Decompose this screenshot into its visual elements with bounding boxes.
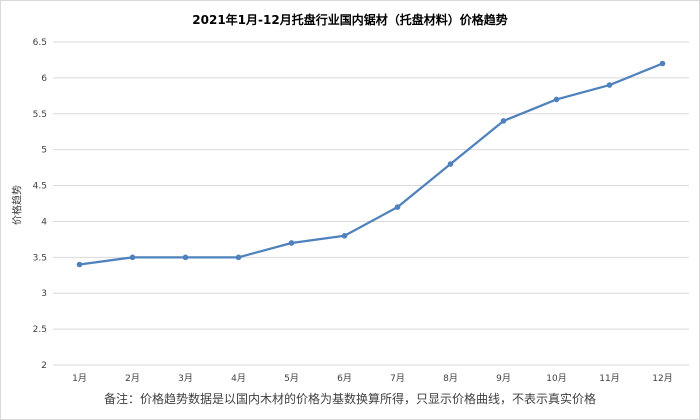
- data-point: [288, 240, 295, 246]
- chart-footnote: 备注：价格趋势数据是以国内木材的价格为基数换算所得，只显示价格曲线，不表示真实价…: [103, 392, 596, 406]
- x-tick-label: 8月: [443, 373, 458, 384]
- data-point: [235, 254, 242, 261]
- data-point: [76, 261, 83, 268]
- chart-title: 2021年1月-12月托盘行业国内锯材（托盘材料）价格趋势: [192, 13, 508, 27]
- x-tick-label: 4月: [231, 373, 246, 384]
- x-tick-label: 7月: [390, 373, 405, 384]
- data-point: [659, 60, 666, 67]
- y-tick-label: 3: [41, 289, 47, 299]
- y-tick-label: 6: [41, 74, 47, 84]
- series-line: [79, 62, 663, 266]
- x-tick-label: 10月: [546, 373, 566, 384]
- y-tick-label: 2: [41, 361, 47, 371]
- y-tick-label: 5.5: [33, 110, 47, 120]
- data-point: [394, 204, 401, 210]
- y-tick-labels: 2 2.5 3 3.5 4 4.5 5 5.5 6 6.5: [33, 38, 48, 371]
- y-tick-label: 3.5: [33, 253, 47, 263]
- data-point: [500, 118, 507, 124]
- x-tick-label: 9月: [496, 373, 511, 384]
- x-tick-label: 11月: [599, 373, 619, 384]
- x-tick-label: 2月: [125, 373, 140, 384]
- x-tick-label: 6月: [337, 373, 352, 384]
- x-tick-label: 12月: [652, 373, 672, 384]
- y-tick-label: 6.5: [33, 38, 47, 48]
- y-tick-label: 4.5: [33, 182, 47, 192]
- x-tick-label: 5月: [284, 373, 299, 384]
- x-tick-label: 1月: [72, 373, 87, 384]
- data-point: [606, 82, 613, 88]
- data-point: [553, 96, 560, 103]
- y-tick-label: 5: [41, 146, 47, 156]
- data-point: [341, 233, 348, 239]
- x-tick-label: 3月: [178, 373, 193, 384]
- data-point: [129, 254, 136, 261]
- series-layer: [76, 60, 666, 268]
- y-tick-label: 4: [41, 217, 47, 227]
- data-point: [447, 161, 454, 167]
- y-tick-label: 2.5: [33, 325, 47, 335]
- data-point: [182, 254, 189, 261]
- x-tick-labels: 1月 2月 3月 4月 5月 6月 7月 8月 9月 10月 11月 12月: [72, 373, 673, 384]
